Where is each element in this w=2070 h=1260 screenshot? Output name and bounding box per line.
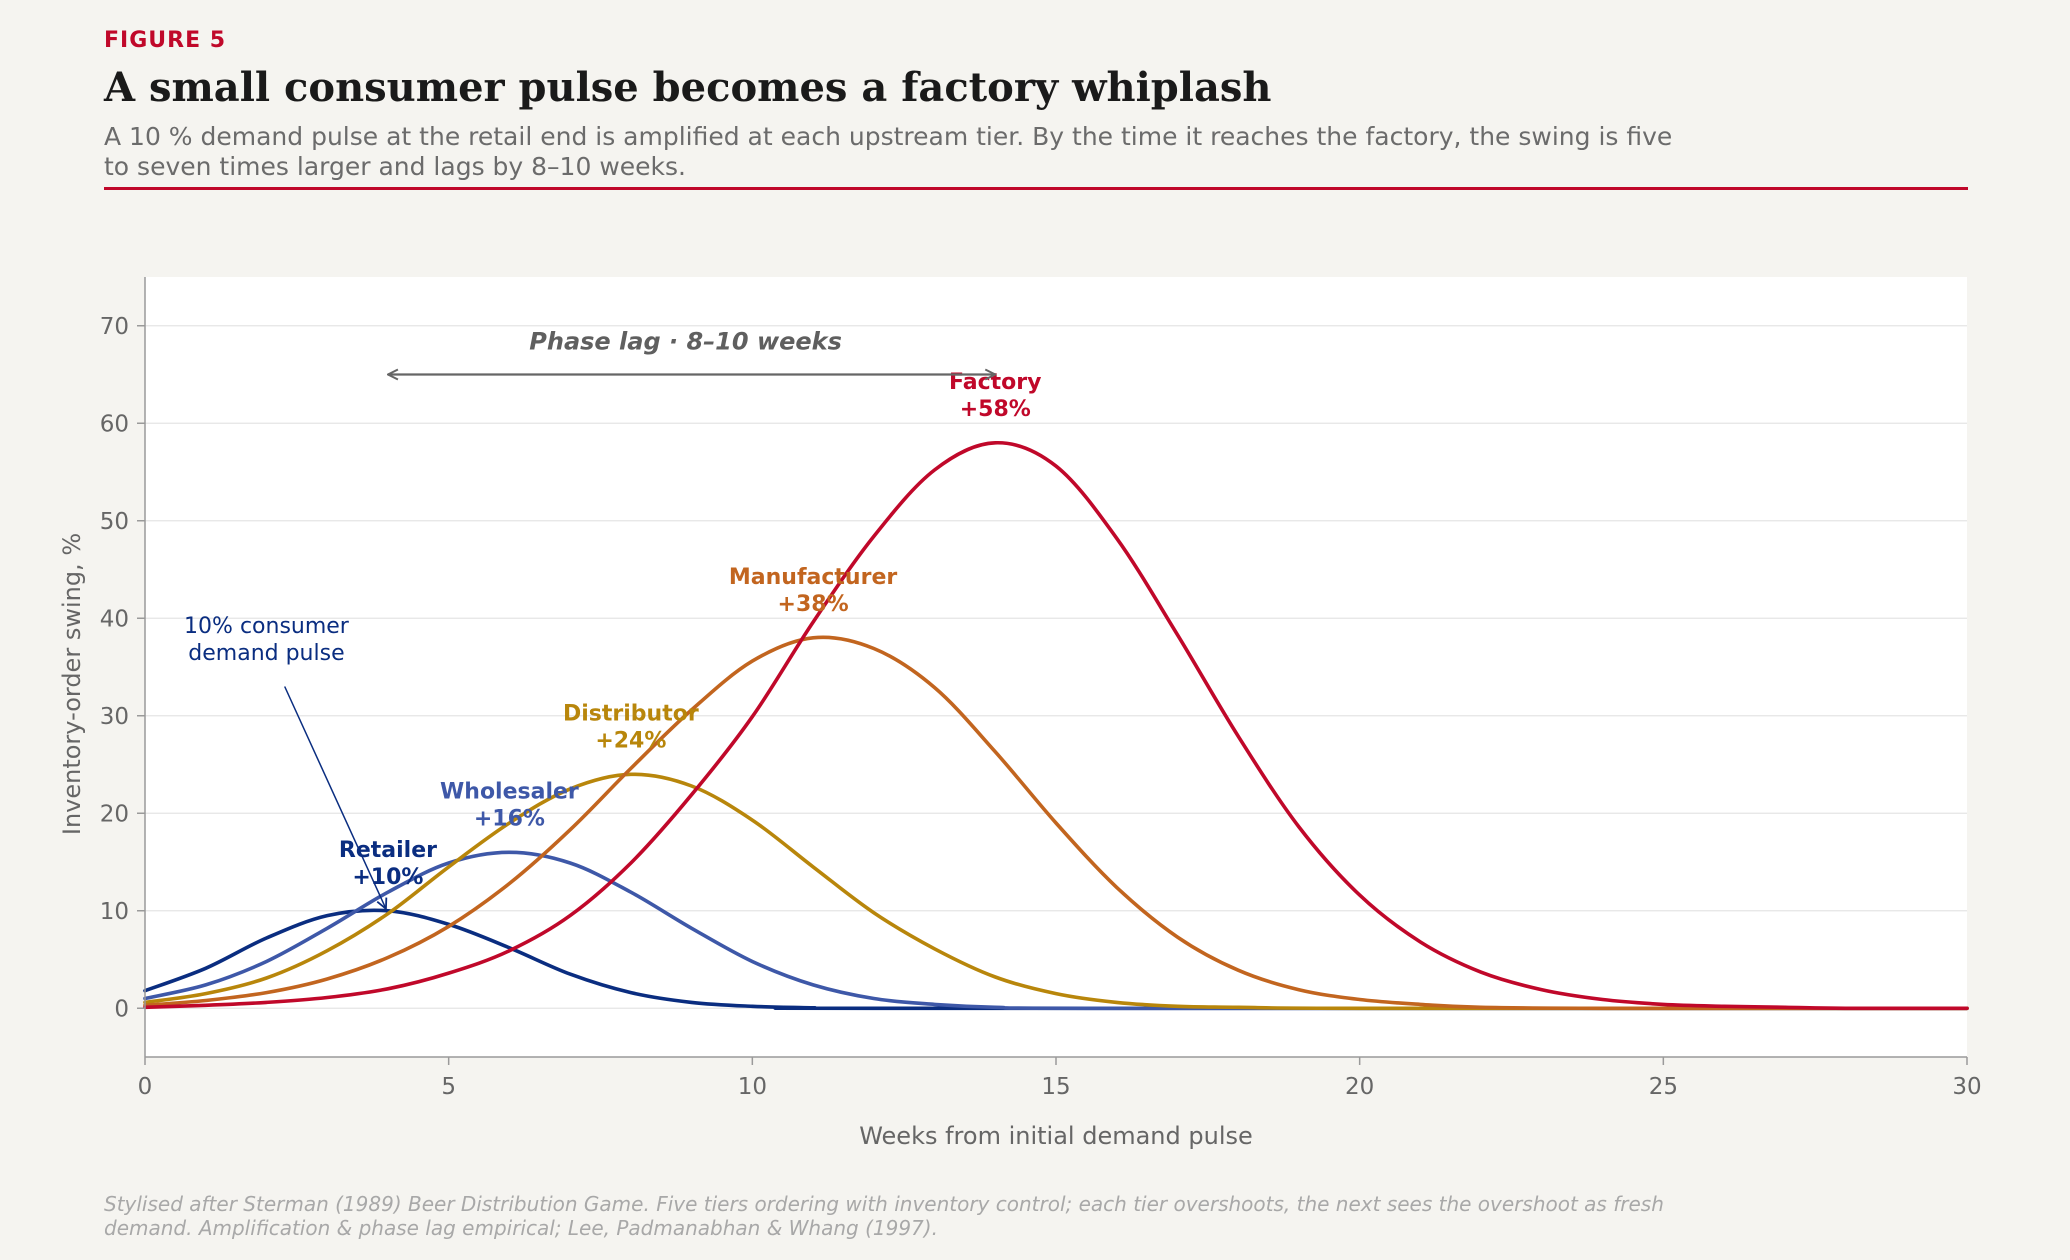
- x-tick-label: 5: [441, 1074, 456, 1100]
- series-name-label-retailer: Retailer: [339, 838, 437, 863]
- series-name-label-distributor: Distributor: [563, 701, 699, 726]
- x-tick-label: 0: [138, 1074, 153, 1100]
- plot-area: [145, 277, 1967, 1057]
- figure-subtitle: A 10 % demand pulse at the retail end is…: [104, 122, 1673, 181]
- y-tick-label: 70: [100, 314, 129, 340]
- x-tick-label: 25: [1649, 1074, 1678, 1100]
- y-tick-label: 60: [100, 411, 129, 437]
- y-tick-label: 50: [100, 509, 129, 535]
- pulse-note-line: demand pulse: [188, 641, 344, 666]
- pulse-note-line: 10% consumer: [184, 614, 350, 639]
- series-line-factory: [143, 440, 1969, 1011]
- series-line-distributor: [143, 772, 1969, 1011]
- y-axis-title: Inventory-order swing, %: [58, 533, 86, 835]
- series-value-label-factory: +58%: [960, 397, 1031, 422]
- series-name-label-wholesaler: Wholesaler: [440, 779, 579, 804]
- x-tick-label: 10: [738, 1074, 767, 1100]
- y-tick-label: 0: [114, 996, 129, 1022]
- series-value-label-manufacturer: +38%: [778, 592, 849, 617]
- pulse-note-arrow: [284, 686, 386, 909]
- series-line-wholesaler: [143, 850, 1969, 1011]
- line-chart: 0 10 20 30 40 50 60 70 0 5 10 15 20 25 30 Weeks from in…: [58, 277, 1982, 1150]
- y-tick-label: 40: [100, 606, 129, 632]
- x-tick-label: 20: [1345, 1074, 1374, 1100]
- title-rule: [104, 187, 1968, 190]
- series-value-label-wholesaler: +16%: [474, 806, 545, 831]
- series-name-label-manufacturer: Manufacturer: [729, 565, 897, 590]
- figure-title: A small consumer pulse becomes a factory…: [104, 64, 1272, 111]
- y-tick-label: 10: [100, 899, 129, 925]
- series-line-manufacturer: [143, 635, 1969, 1011]
- x-tick-label: 15: [1041, 1074, 1070, 1100]
- figure-footnote: Stylised after Sterman (1989) Beer Distr…: [104, 1192, 1664, 1240]
- figure-kicker: FIGURE 5: [104, 28, 227, 53]
- x-axis-title: Weeks from initial demand pulse: [859, 1122, 1253, 1150]
- y-tick-label: 30: [100, 704, 129, 730]
- y-tick-label: 20: [100, 801, 129, 827]
- series-value-label-distributor: +24%: [595, 728, 666, 753]
- x-tick-label: 30: [1952, 1074, 1981, 1100]
- series-value-label-retailer: +10%: [352, 865, 423, 890]
- phase-lag-label: Phase lag · 8–10 weeks: [529, 328, 842, 356]
